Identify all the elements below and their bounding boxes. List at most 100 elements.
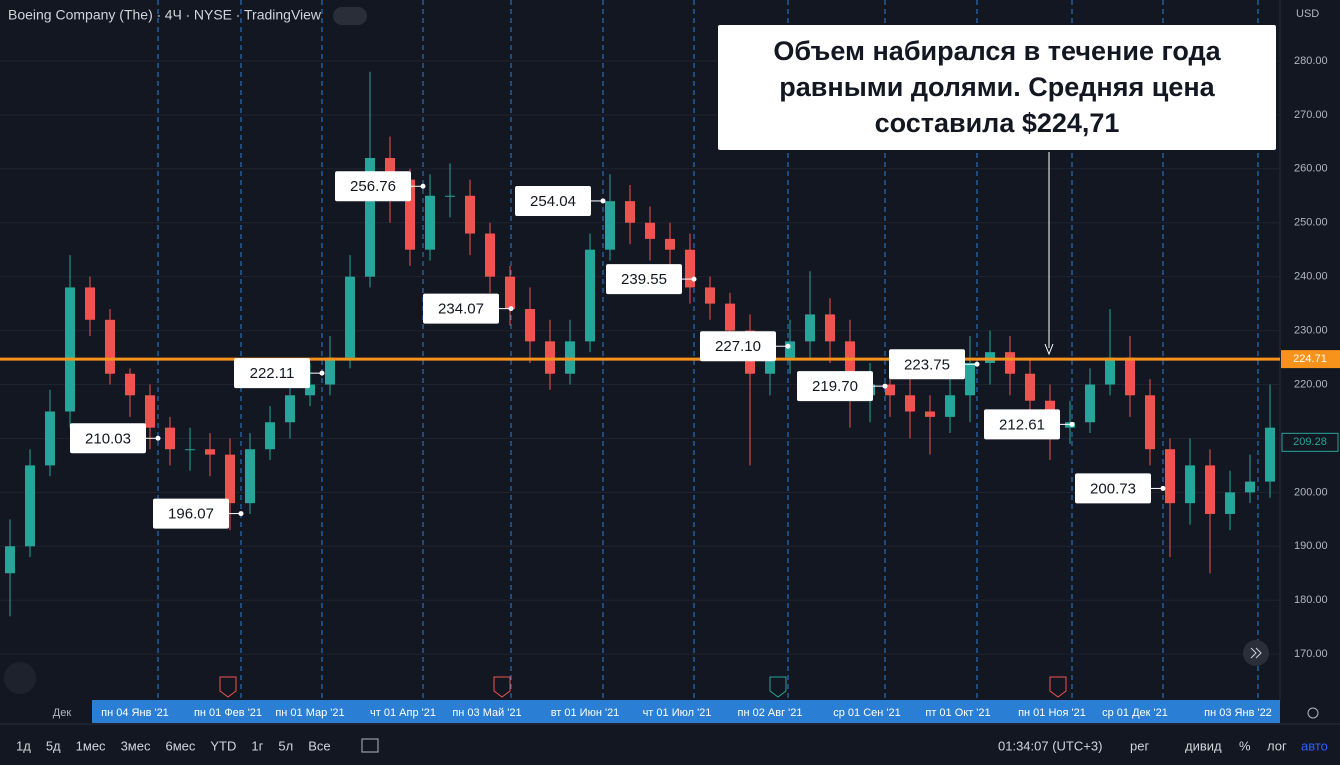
- candle-body: [705, 287, 715, 304]
- candle-body: [925, 411, 935, 417]
- callout-line: равными долями. Средняя цена: [779, 72, 1215, 102]
- candle-body: [405, 179, 415, 250]
- header-badge[interactable]: [333, 7, 368, 25]
- x-tick-label: пн 01 Фев '21: [194, 707, 262, 719]
- toolbar-button[interactable]: 1г: [251, 738, 263, 753]
- candle-body: [725, 303, 735, 331]
- candle-body: [785, 341, 795, 358]
- toolbar-toggle[interactable]: рег: [1130, 738, 1149, 753]
- candle-body: [425, 195, 435, 250]
- toolbar-button[interactable]: 3мес: [121, 738, 151, 753]
- annotation-box: [797, 371, 873, 402]
- candle-body: [825, 314, 835, 342]
- annotation-box: [1075, 473, 1151, 504]
- earnings-marker[interactable]: [769, 676, 787, 698]
- y-tick-label: 260.00: [1294, 163, 1328, 175]
- candle-body: [945, 395, 955, 417]
- x-tick-label: вт 01 Июн '21: [551, 707, 620, 719]
- candle-body: [465, 195, 475, 234]
- annotation-box: [234, 358, 310, 389]
- callout-line: составила $224,71: [875, 108, 1120, 138]
- x-tick-label: пн 01 Ноя '21: [1018, 707, 1086, 719]
- candle-body: [1005, 352, 1015, 374]
- candle-body: [165, 427, 175, 450]
- y-tick-label: 200.00: [1294, 486, 1328, 498]
- toolbar-button[interactable]: YTD: [210, 738, 236, 753]
- toolbar-button[interactable]: 6мес: [165, 738, 195, 753]
- toolbar-button[interactable]: 1д: [16, 738, 31, 753]
- annotation-label: 223.75: [904, 356, 950, 373]
- candle-body: [1225, 492, 1235, 514]
- candle-body: [805, 314, 815, 342]
- candle-body: [305, 384, 315, 396]
- candle-body: [85, 287, 95, 320]
- annotation-label: 212.61: [999, 416, 1045, 433]
- candle-body: [765, 357, 775, 374]
- clock: 01:34:07 (UTC+3): [998, 738, 1102, 753]
- date-range-icon[interactable]: [361, 738, 379, 753]
- candle-body: [645, 222, 655, 239]
- toolbar-toggle[interactable]: %: [1239, 738, 1251, 753]
- earnings-marker[interactable]: [219, 676, 237, 698]
- candle-body: [885, 384, 895, 396]
- candle-body: [665, 238, 675, 250]
- candle-body: [105, 319, 115, 374]
- toolbar-button[interactable]: 1мес: [76, 738, 106, 753]
- y-tick-label: 280.00: [1294, 55, 1328, 67]
- candle-body: [185, 449, 195, 451]
- x-tick-label: ср 01 Дек '21: [1102, 707, 1168, 719]
- earnings-marker[interactable]: [1049, 676, 1067, 698]
- annotation-point: [508, 306, 514, 312]
- annotation-point: [974, 361, 980, 367]
- candle-body: [1145, 395, 1155, 450]
- annotation-label: 196.07: [168, 506, 214, 523]
- earnings: [219, 676, 1067, 698]
- candle-body: [125, 373, 135, 396]
- candle-body: [585, 249, 595, 342]
- earnings-marker[interactable]: [493, 676, 511, 698]
- annotation-point: [420, 183, 426, 189]
- candle-body: [505, 276, 515, 310]
- annotation-box: [984, 409, 1060, 440]
- annotation-point: [691, 276, 697, 282]
- candle-body: [65, 287, 75, 412]
- candle-body: [325, 357, 335, 385]
- average-label-box: [1281, 350, 1340, 369]
- annotation-label: 234.07: [438, 301, 484, 318]
- toolbar-toggle[interactable]: авто: [1301, 738, 1328, 753]
- annotation-box: [606, 264, 682, 295]
- toolbar-button[interactable]: Все: [308, 738, 330, 753]
- header-text: NYSE: [194, 7, 232, 23]
- settings-icon[interactable]: [1307, 707, 1319, 719]
- annotation-box: [700, 331, 776, 362]
- candle-body: [1245, 481, 1255, 493]
- toolbar-toggle[interactable]: лог: [1267, 738, 1287, 753]
- annotation-label: 254.04: [530, 193, 576, 210]
- candle-body: [1025, 373, 1035, 401]
- toolbar-button[interactable]: 5л: [278, 738, 293, 753]
- candle-body: [5, 546, 15, 574]
- annotation-point: [600, 198, 606, 204]
- toolbar-toggle[interactable]: дивид: [1185, 738, 1222, 753]
- candle-body: [625, 201, 635, 223]
- toolbar-button[interactable]: 5д: [46, 738, 61, 753]
- x-tick-label: чт 01 Апр '21: [370, 707, 436, 719]
- annotation-label: 239.55: [621, 271, 667, 288]
- average-label: 224.71: [1293, 353, 1327, 365]
- candle-body: [245, 449, 255, 504]
- x-tick-label: пн 03 Май '21: [452, 707, 521, 719]
- annotation-point: [1160, 485, 1166, 491]
- candle-body: [1205, 465, 1215, 514]
- candle-body: [985, 352, 995, 363]
- candle-body: [545, 341, 555, 374]
- callout-box: [718, 25, 1276, 150]
- callout-line: Объем набирался в течение года: [773, 36, 1221, 66]
- logo[interactable]: [4, 662, 36, 694]
- y-tick-label: 180.00: [1294, 594, 1328, 606]
- currency: USD: [1296, 8, 1319, 20]
- annotation-label: 219.70: [812, 378, 858, 395]
- annotation-label: 210.03: [85, 430, 131, 447]
- candle-body: [1105, 357, 1115, 385]
- annotation-box: [515, 185, 591, 216]
